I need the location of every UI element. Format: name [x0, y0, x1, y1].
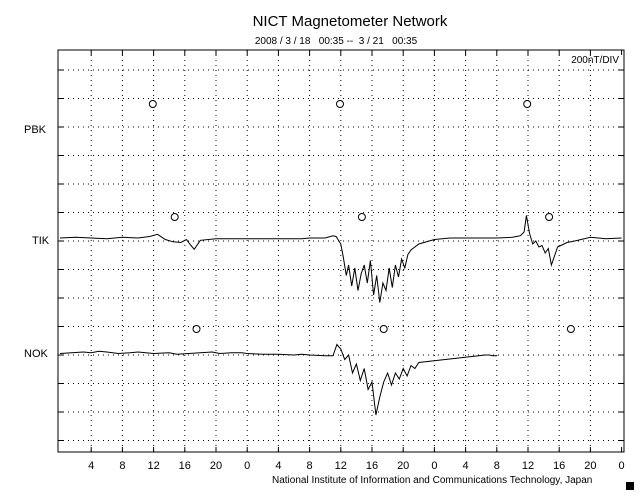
series-line-tik: [59, 215, 622, 303]
x-tick-label: 4: [88, 460, 94, 472]
x-tick-label: 16: [366, 460, 378, 472]
x-tick-label: 12: [147, 460, 159, 472]
x-tick-label: 20: [584, 460, 596, 472]
x-tick-label: 20: [210, 460, 222, 472]
x-tick-label: 8: [494, 460, 500, 472]
chart-title: NICT Magnetometer Network: [253, 13, 448, 30]
grid: [58, 50, 624, 452]
marker-pbk: [336, 100, 344, 108]
station-label-nok: NOK: [24, 348, 49, 360]
x-tick-label: 4: [463, 460, 469, 472]
footer-mark: [626, 482, 634, 490]
station-labels: PBK TIK NOK: [24, 124, 50, 360]
x-tick-label: 0: [619, 460, 625, 472]
x-tick-label: 4: [275, 460, 281, 472]
marker-pbk: [523, 100, 532, 108]
series-lines: [59, 215, 622, 416]
marker-tik: [170, 213, 179, 221]
x-tick-label: 0: [431, 460, 437, 472]
event-markers: [148, 100, 575, 333]
x-tick-labels: 4 8 12 16 20 0 4 8 12 16 20 0 4 8 12 16 20 0: [88, 460, 625, 472]
footer-credit: National Institute of Information and Co…: [272, 475, 592, 486]
marker-tik: [545, 213, 554, 221]
x-tick-label: 12: [522, 460, 534, 472]
series-line-nok: [59, 343, 497, 416]
x-tick-label: 8: [307, 460, 313, 472]
x-tick-label: 20: [397, 460, 409, 472]
station-label-tik: TIK: [32, 235, 50, 247]
x-tick-label: 12: [335, 460, 347, 472]
chart-subtitle: 2008 / 3 / 18 00:35 -- 3 / 21 00:35: [255, 36, 418, 47]
station-label-pbk: PBK: [24, 124, 47, 136]
marker-nok: [192, 325, 201, 333]
marker-nok: [379, 325, 388, 333]
scale-label: 200nT/DIV: [571, 55, 619, 66]
axis-ticks: [58, 50, 624, 452]
x-tick-label: 0: [244, 460, 250, 472]
x-tick-label: 16: [179, 460, 191, 472]
x-tick-label: 8: [119, 460, 125, 472]
x-tick-label: 16: [553, 460, 565, 472]
marker-nok: [566, 325, 575, 333]
marker-pbk: [148, 100, 157, 108]
marker-tik: [357, 213, 366, 221]
